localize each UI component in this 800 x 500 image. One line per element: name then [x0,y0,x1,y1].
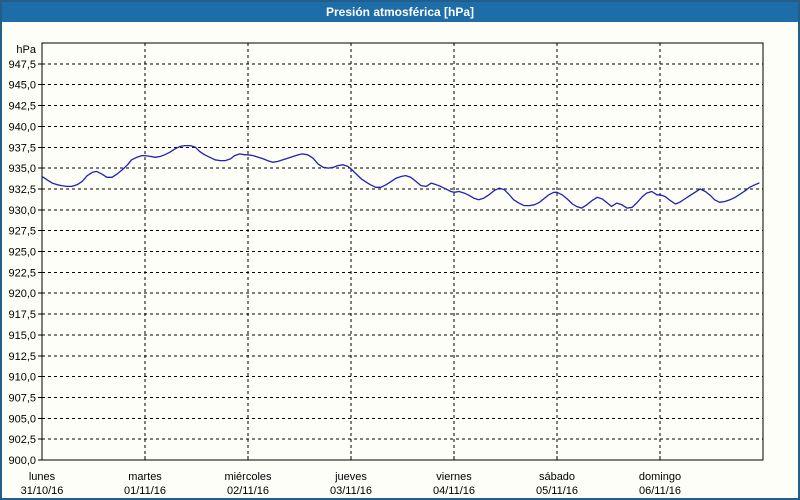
y-tick-label: 910,0 [8,372,36,384]
y-tick-label: 940,0 [8,121,36,133]
y-tick-label: 935,0 [8,163,36,175]
plot-background [4,24,798,498]
chart-svg: 947,5 945,0 942,5 940,0 937,5 935,0 932,5 930,0… [4,24,798,498]
y-tick-label: 932,5 [8,184,36,196]
y-tick-label: 920,0 [8,288,36,300]
y-tick-label: 945,0 [8,80,36,92]
x-day-date-label: 06/11/16 [639,485,681,497]
y-tick-label: 930,0 [8,205,36,217]
y-tick-label: 925,0 [8,247,36,259]
chart-area: 947,5 945,0 942,5 940,0 937,5 935,0 932,5 930,0… [4,24,798,498]
y-tick-label: 902,5 [8,434,36,446]
x-day-name-label: jueves [334,471,367,483]
y-tick-label: 927,5 [8,226,36,238]
x-day-name-label: miércoles [224,471,272,483]
y-tick-label: 942,5 [8,101,36,113]
y-tick-label: 917,5 [8,309,36,321]
plot-frame [41,42,764,461]
y-tick-label: 915,0 [8,330,36,342]
y-tick-label: 937,5 [8,142,36,154]
title-bar: Presión atmosférica [hPa] [2,2,798,22]
x-day-date-label: 05/11/16 [536,485,578,497]
y-tick-label: 947,5 [8,59,36,71]
y-tick-label: 912,5 [8,351,36,363]
y-tick-label: 907,5 [8,392,36,404]
x-day-name-label: domingo [639,471,681,483]
x-day-date-label: 03/11/16 [330,485,372,497]
x-day-date-label: 01/11/16 [124,485,166,497]
y-axis-unit-label: hPa [16,44,36,56]
x-day-name-label: viernes [436,471,472,483]
chart-title: Presión atmosférica [hPa] [325,5,475,19]
y-tick-label: 900,0 [8,455,36,467]
pressure-line [41,144,760,209]
y-tick-label: 922,5 [8,267,36,279]
x-day-date-label: 02/11/16 [227,485,269,497]
y-tick-label: 905,0 [8,413,36,425]
x-day-name-label: lunes [29,471,56,483]
x-day-name-label: sábado [539,471,575,483]
x-day-date-label: 31/10/16 [21,485,64,497]
x-day-date-label: 04/11/16 [433,485,475,497]
x-day-name-label: martes [128,471,162,483]
